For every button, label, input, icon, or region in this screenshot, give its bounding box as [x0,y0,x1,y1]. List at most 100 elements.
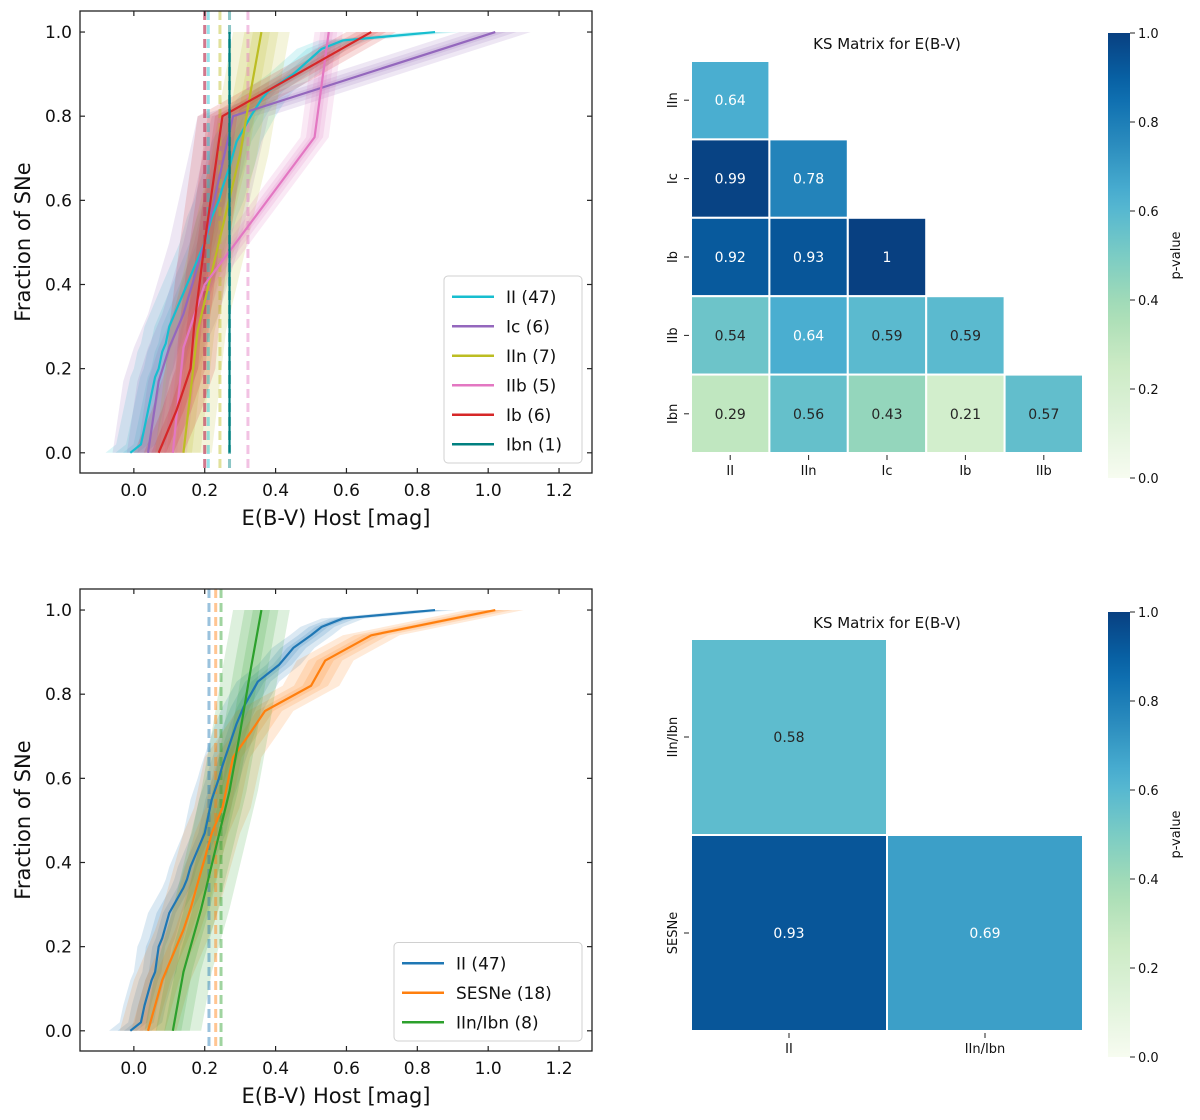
colorbar-label: p-value [1169,231,1184,279]
x-tick-label: IIb [1036,464,1052,479]
band-4-2 [151,32,379,453]
x-tick-label: 0.2 [191,481,218,501]
x-tick-label: IIn [801,464,817,479]
heatmap-cell [768,373,849,455]
series-line-2 [182,31,263,453]
heatmap-cell [768,138,849,219]
band-1-0 [112,32,531,453]
y-tick-label: Ibn [666,404,681,424]
heatmap-cell [925,373,1006,455]
x-tick-label: 1.0 [475,1059,502,1079]
x-tick-label: IIn/Ibn [965,1042,1006,1057]
heatmap-cell-value: 0.78 [793,172,824,188]
colorbar-tick-label: 0.2 [1138,962,1159,977]
heatmap-title: KS Matrix for E(B-V) [813,614,961,632]
y-axis-label: Fraction of SNe [11,162,35,321]
heatmap-top: KS Matrix for E(B-V) 0.64 0.99 0.78 0.92 0.93… [666,27,1184,487]
y-tick-label: 0.8 [45,107,72,127]
x-tick-label: II [785,1042,793,1057]
heatmap-cell-value: 0.59 [871,328,902,344]
y-tick-label: 0.6 [45,191,72,211]
heatmap-cell-value: 0.29 [715,407,746,423]
band-2-2 [174,32,270,453]
x-tick-label: 0.8 [404,481,431,501]
band-4-1 [143,32,387,453]
legend-frame [393,942,583,1042]
heatmap-cell [690,638,888,836]
heatmap-cell [690,295,771,376]
colorbar-tick-label: 1.0 [1138,27,1159,42]
x-tick-label: 0.4 [262,481,289,501]
x-tick-label: 0.0 [120,1059,147,1079]
colorbar-tick-label: 0.0 [1138,1051,1159,1066]
x-tick-label: 1.2 [546,481,573,501]
y-tick-label: 0.2 [45,938,72,958]
y-tick-label: 1.0 [45,601,72,621]
colorbar-tick-label: 0.4 [1138,294,1159,309]
band-1-1 [126,32,517,453]
heatmap-cell-value: 0.59 [950,328,981,344]
heatmap-cell [1003,373,1084,455]
x-tick-label: II [726,464,734,479]
band-0-1 [117,610,448,1031]
legend-label-2: IIn (7) [506,347,556,367]
band-3-1 [164,32,338,453]
colorbar [1108,33,1130,478]
y-tick-label: Ib [666,251,681,263]
colorbar-tick-label: 0.6 [1138,205,1159,220]
y-tick-label: 0.6 [45,769,72,789]
legend-label-1: SESNe (18) [456,984,552,1004]
legend-label-3: IIb (5) [506,376,556,396]
legend-label-5: Ibn (1) [506,435,562,455]
colorbar-tick-label: 0.2 [1138,383,1159,398]
legend-label-0: II (47) [506,288,556,308]
series-line-0 [129,608,436,1032]
axes-frame [79,10,593,474]
heatmap-bottom: KS Matrix for E(B-V) 0.58 0.93 0.69 II IIn/Ib… [666,606,1184,1066]
heatmap-cell-value: 0.57 [1028,407,1059,423]
heatmap-cell-value: 1 [883,250,892,266]
heatmap-cell [925,295,1006,376]
y-tick-label: 0.0 [45,1022,72,1042]
heatmap-cell-value: 0.54 [715,328,746,344]
heatmap-title: KS Matrix for E(B-V) [813,35,961,53]
colorbar-tick-label: 0.6 [1138,784,1159,799]
x-tick-label: Ic [882,464,893,479]
x-axis-label: E(B-V) Host [mag] [242,506,431,530]
colorbar-tick-label: 0.8 [1138,116,1159,131]
y-tick-label: 0.4 [45,275,72,295]
series-line-1 [146,608,496,1032]
series-line-2 [171,609,263,1031]
x-tick-label: 1.0 [475,481,502,501]
colorbar [1108,612,1130,1057]
colorbar-tick-label: 1.0 [1138,606,1159,621]
colorbar-label: p-value [1169,810,1184,858]
plot-area [109,589,524,1051]
heatmap-cell-value: 0.92 [715,250,746,266]
x-tick-label: 0.6 [333,1059,360,1079]
y-tick-label: 0.0 [45,444,72,464]
heatmap-cell-value: 0.64 [793,328,824,344]
band-2-1 [166,32,279,453]
cdf-bottom: 0.0 0.2 0.4 0.6 0.8 1.0 1.2 0.0 0.2 0.4 0.6 0.8 1.0 E… [11,588,593,1108]
x-tick-label: 0.0 [120,481,147,501]
axes-frame [79,588,593,1052]
legend-label-2: IIn/Ibn (8) [456,1013,539,1033]
series-line-1 [146,30,496,453]
heatmap-cell-value: 0.99 [715,172,746,188]
colorbar-tick-label: 0.0 [1138,472,1159,487]
band-4-0 [133,32,397,453]
legend-label-1: Ic (6) [506,317,550,337]
heatmap-cell [690,138,771,219]
heatmap-cell-value: 0.93 [793,250,824,266]
heatmap-cell [846,373,928,455]
series-line-3 [171,31,330,453]
y-tick-label: IIn [666,92,681,108]
x-tick-label: 0.8 [404,1059,431,1079]
band-1-2 [139,610,504,1031]
heatmap-cell-value: 0.69 [969,926,1000,942]
heatmap-cell-value: 0.64 [715,93,746,109]
heatmap-cell-value: 0.93 [773,926,804,942]
y-tick-label: SESNe [666,912,681,954]
band-0-0 [109,610,457,1031]
